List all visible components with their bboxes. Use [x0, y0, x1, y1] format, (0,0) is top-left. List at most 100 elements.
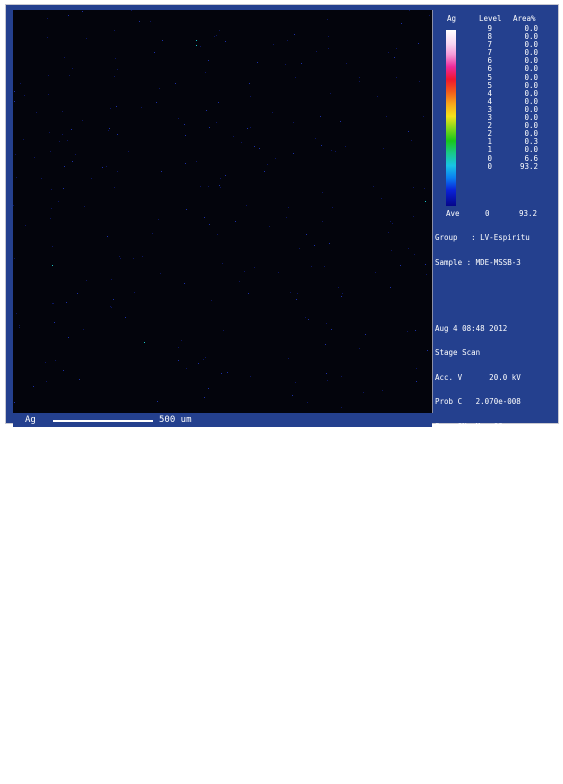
- legend-level-value: 7: [487, 48, 492, 58]
- legend-level-value: 4: [487, 96, 492, 106]
- map-pixel: [159, 88, 160, 89]
- map-pixel: [299, 248, 300, 249]
- legend-area-value: 0.0: [524, 32, 538, 42]
- map-pixel: [278, 272, 279, 273]
- map-pixel: [108, 130, 109, 131]
- legend-rows: 9 0.0 8 0.0 7 0.0 7 0.0 6 0.0 6 0.0 5 0.0 5 0.0 4 0.0 4 0.0…: [433, 24, 563, 171]
- info-group: Group : LV-Espiritu: [435, 233, 530, 243]
- map-pixel: [296, 299, 297, 300]
- map-pixel: [320, 116, 321, 117]
- legend-row: 3 0.0: [433, 105, 563, 114]
- legend-level-value: 7: [487, 40, 492, 50]
- map-pixel: [363, 392, 364, 393]
- map-pixel: [326, 323, 327, 324]
- ave-label: Ave: [446, 209, 460, 218]
- map-pixel: [75, 154, 76, 155]
- element-map-image[interactable]: [13, 10, 433, 413]
- info-y: Y : 48.0370 mm: [435, 545, 508, 555]
- map-pixel: [63, 188, 64, 189]
- map-pixel: [272, 112, 273, 113]
- map-pixel: [200, 46, 201, 47]
- scale-line: [53, 420, 153, 422]
- map-pixel: [119, 256, 120, 257]
- legend-row: 4 0.0: [433, 96, 563, 106]
- map-pixel: [116, 106, 117, 107]
- map-pixel: [219, 30, 220, 31]
- legend-level-value: 2: [487, 129, 492, 139]
- map-pixel: [425, 201, 426, 202]
- map-pixel: [340, 121, 341, 122]
- legend-row: 5 0.0: [433, 72, 563, 82]
- map-pixel: [157, 401, 158, 402]
- map-pixel: [415, 330, 416, 331]
- map-pixel: [338, 287, 339, 288]
- map-pixel: [68, 337, 69, 338]
- legend-area-value: 0.0: [524, 24, 538, 33]
- map-pixel: [206, 110, 207, 111]
- legend-level-value: 5: [487, 72, 492, 82]
- map-pixel: [79, 379, 80, 380]
- map-pixel: [396, 48, 397, 49]
- map-pixel: [196, 40, 197, 41]
- map-pixel: [67, 140, 68, 141]
- info-z: Z : 10.6505 mm: [435, 569, 508, 579]
- map-pixel: [69, 75, 70, 76]
- map-pixel: [48, 94, 49, 95]
- map-pixel: [275, 158, 276, 159]
- map-pixel: [64, 166, 65, 167]
- legend-level-value: 9: [487, 24, 492, 33]
- map-pixel: [316, 51, 317, 52]
- map-pixel: [244, 271, 245, 272]
- map-pixel: [19, 327, 20, 328]
- map-pixel: [14, 258, 15, 259]
- map-pixel: [388, 52, 389, 53]
- map-pixel: [113, 299, 114, 300]
- map-pixel: [20, 83, 21, 84]
- map-pixel: [233, 136, 234, 137]
- map-pixel: [223, 330, 224, 331]
- map-pixel: [117, 134, 118, 135]
- map-pixel: [408, 131, 409, 132]
- map-pixel: [325, 344, 326, 345]
- map-pixel: [331, 329, 332, 330]
- legend-area-value: 0.0: [524, 64, 538, 74]
- map-pixel: [401, 23, 402, 24]
- map-pixel: [84, 206, 85, 207]
- map-pixel: [82, 11, 83, 12]
- info-line: La Order 1: [435, 733, 521, 743]
- map-pixel: [13, 205, 14, 206]
- map-pixel: [120, 258, 121, 259]
- map-pixel: [49, 132, 50, 133]
- map-pixel: [50, 151, 51, 152]
- info-dwell: Dwell(ms) 8.00: [435, 471, 499, 481]
- map-pixel: [111, 307, 112, 308]
- legend-level-value: 0: [487, 153, 492, 163]
- legend-area-value: 0.0: [524, 145, 538, 155]
- map-pixel: [386, 116, 387, 117]
- info-interval-y: Y:2.00: [435, 668, 530, 678]
- map-pixel: [214, 36, 215, 37]
- map-pixel: [36, 112, 37, 113]
- map-pixel: [211, 300, 212, 301]
- legend-row: 2 0.0: [433, 121, 563, 130]
- map-pixel: [33, 386, 34, 387]
- map-pixel: [117, 171, 118, 172]
- legend-row: 3 0.0: [433, 113, 563, 122]
- map-pixel: [200, 186, 201, 187]
- map-pixel: [64, 57, 65, 58]
- info-date: Aug 4 08:48 2012: [435, 323, 508, 333]
- map-pixel: [341, 376, 342, 377]
- map-pixel: [154, 52, 155, 53]
- map-pixel: [45, 362, 46, 363]
- map-pixel: [110, 108, 111, 109]
- map-pixel: [287, 40, 288, 41]
- map-pixel: [247, 128, 248, 129]
- map-pixel: [305, 317, 306, 318]
- map-pixel: [117, 69, 118, 70]
- map-pixel: [162, 40, 163, 41]
- map-pixel: [208, 186, 209, 187]
- map-pixel: [250, 127, 251, 128]
- legend-row: 0 6.6: [433, 153, 563, 163]
- legend-row: 4 0.0: [433, 89, 563, 98]
- map-pixel: [68, 15, 69, 16]
